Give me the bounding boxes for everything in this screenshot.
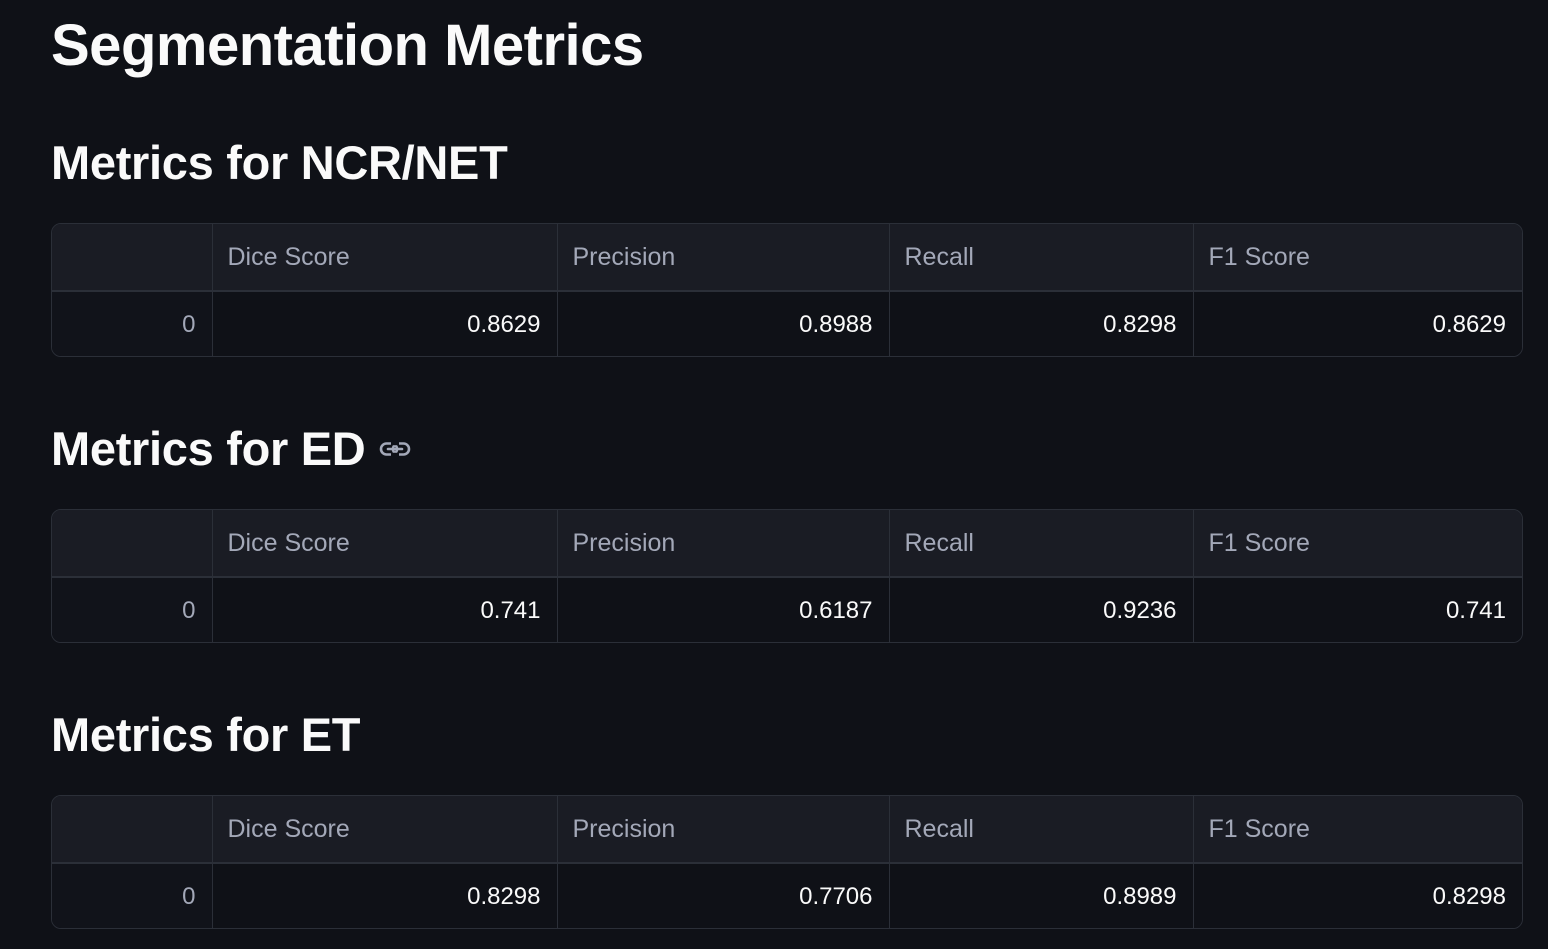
row-index-cell[interactable]: 0 bbox=[52, 577, 213, 642]
table-row: 0 0.741 0.6187 0.9236 0.741 bbox=[52, 577, 1522, 642]
metrics-table-ed[interactable]: Dice Score Precision Recall F1 Score 0 0… bbox=[51, 509, 1523, 643]
column-header-f1-score[interactable]: F1 Score bbox=[1193, 510, 1522, 578]
table-header-row: Dice Score Precision Recall F1 Score bbox=[52, 510, 1522, 578]
precision-cell[interactable]: 0.6187 bbox=[557, 577, 890, 642]
metrics-table-ncr-net[interactable]: Dice Score Precision Recall F1 Score 0 0… bbox=[51, 223, 1523, 357]
recall-cell[interactable]: 0.8298 bbox=[889, 291, 1194, 356]
section-heading-text: Metrics for ED bbox=[51, 422, 366, 475]
section-heading-ncr-net: Metrics for NCR/NET bbox=[51, 133, 508, 193]
f1-score-cell[interactable]: 0.741 bbox=[1193, 577, 1522, 642]
table-row: 0 0.8298 0.7706 0.8989 0.8298 bbox=[52, 863, 1522, 928]
row-index-cell[interactable]: 0 bbox=[52, 863, 213, 928]
column-header-f1-score[interactable]: F1 Score bbox=[1193, 796, 1522, 864]
column-header-dice-score[interactable]: Dice Score bbox=[212, 510, 558, 578]
section-heading-text: Metrics for ET bbox=[51, 708, 361, 761]
column-header-dice-score[interactable]: Dice Score bbox=[212, 224, 558, 292]
f1-score-cell[interactable]: 0.8629 bbox=[1193, 291, 1522, 356]
precision-cell[interactable]: 0.7706 bbox=[557, 863, 890, 928]
link-icon[interactable] bbox=[379, 437, 411, 461]
column-header-recall[interactable]: Recall bbox=[889, 510, 1194, 578]
f1-score-cell[interactable]: 0.8298 bbox=[1193, 863, 1522, 928]
section-heading-text: Metrics for NCR/NET bbox=[51, 136, 508, 189]
column-header-f1-score[interactable]: F1 Score bbox=[1193, 224, 1522, 292]
column-header-index[interactable] bbox=[52, 510, 213, 578]
recall-cell[interactable]: 0.8989 bbox=[889, 863, 1194, 928]
dice-score-cell[interactable]: 0.741 bbox=[212, 577, 558, 642]
dice-score-cell[interactable]: 0.8629 bbox=[212, 291, 558, 356]
dice-score-cell[interactable]: 0.8298 bbox=[212, 863, 558, 928]
column-header-recall[interactable]: Recall bbox=[889, 224, 1194, 292]
column-header-precision[interactable]: Precision bbox=[557, 510, 890, 578]
precision-cell[interactable]: 0.8988 bbox=[557, 291, 890, 356]
table-row: 0 0.8629 0.8988 0.8298 0.8629 bbox=[52, 291, 1522, 356]
metrics-table-et[interactable]: Dice Score Precision Recall F1 Score 0 0… bbox=[51, 795, 1523, 929]
column-header-dice-score[interactable]: Dice Score bbox=[212, 796, 558, 864]
section-heading-et: Metrics for ET bbox=[51, 705, 361, 765]
column-header-precision[interactable]: Precision bbox=[557, 796, 890, 864]
row-index-cell[interactable]: 0 bbox=[52, 291, 213, 356]
section-heading-ed: Metrics for ED bbox=[51, 419, 411, 479]
recall-cell[interactable]: 0.9236 bbox=[889, 577, 1194, 642]
column-header-recall[interactable]: Recall bbox=[889, 796, 1194, 864]
column-header-index[interactable] bbox=[52, 796, 213, 864]
table-header-row: Dice Score Precision Recall F1 Score bbox=[52, 224, 1522, 292]
page-title: Segmentation Metrics bbox=[51, 13, 644, 78]
column-header-precision[interactable]: Precision bbox=[557, 224, 890, 292]
column-header-index[interactable] bbox=[52, 224, 213, 292]
table-header-row: Dice Score Precision Recall F1 Score bbox=[52, 796, 1522, 864]
